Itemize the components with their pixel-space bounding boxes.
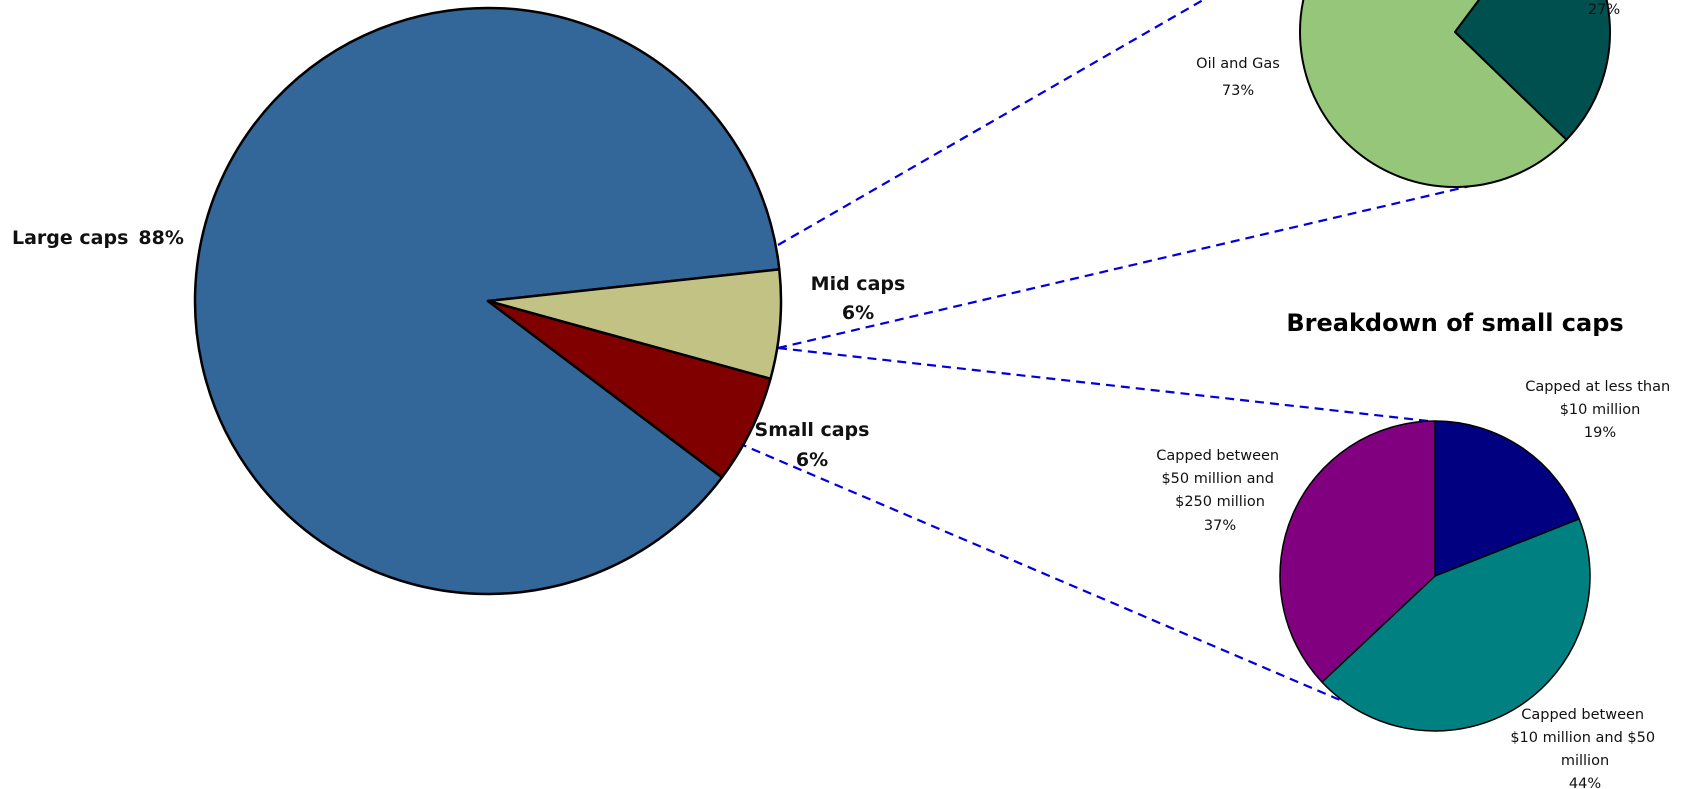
value-capped-50m-250m: 37% — [1204, 518, 1236, 534]
connector-line-0 — [777, 0, 1204, 246]
value-capped-under-10m: 19% — [1584, 425, 1616, 441]
label-capped-50m-250m: Capped between $50 million and $250 mill… — [1156, 448, 1283, 510]
small-pie-slice-2 — [1279, 420, 1436, 683]
label-capped-10m-50m: Capped between $10 million and $50 milli… — [1510, 707, 1659, 769]
small-pie-slice-1 — [1321, 518, 1591, 732]
value-capped-10m-50m: 44% — [1569, 776, 1601, 789]
small-caps-breakdown-pie — [1279, 420, 1591, 732]
value-other-sector: 27% — [1588, 2, 1620, 18]
label-oil-and-gas: Oil and Gas — [1196, 56, 1280, 72]
label-capped-under-10m: Capped at less than $10 million — [1525, 379, 1675, 418]
value-mid-caps: 6% — [842, 302, 874, 324]
small-pie-slice-0 — [1434, 420, 1580, 577]
main-pie — [193, 6, 783, 596]
value-small-caps: 6% — [796, 449, 828, 471]
connector-lines — [737, 0, 1471, 702]
connector-line-2 — [777, 346, 1438, 424]
connector-line-1 — [777, 184, 1471, 350]
label-mid-caps: Mid caps — [811, 273, 906, 295]
connector-line-3 — [737, 441, 1341, 702]
label-small-caps: Small caps — [755, 419, 870, 441]
top-pie-slice-0 — [1299, 0, 1568, 188]
top-pie-slice-1 — [1454, 0, 1611, 141]
main-pie-slice-2 — [486, 299, 772, 479]
mid-caps-breakdown-pie — [1299, 0, 1611, 188]
value-oil-and-gas: 73% — [1222, 83, 1254, 99]
small-caps-breakdown-title: Breakdown of small caps — [1286, 309, 1623, 337]
label-large-caps: Large caps 88% — [12, 227, 184, 249]
